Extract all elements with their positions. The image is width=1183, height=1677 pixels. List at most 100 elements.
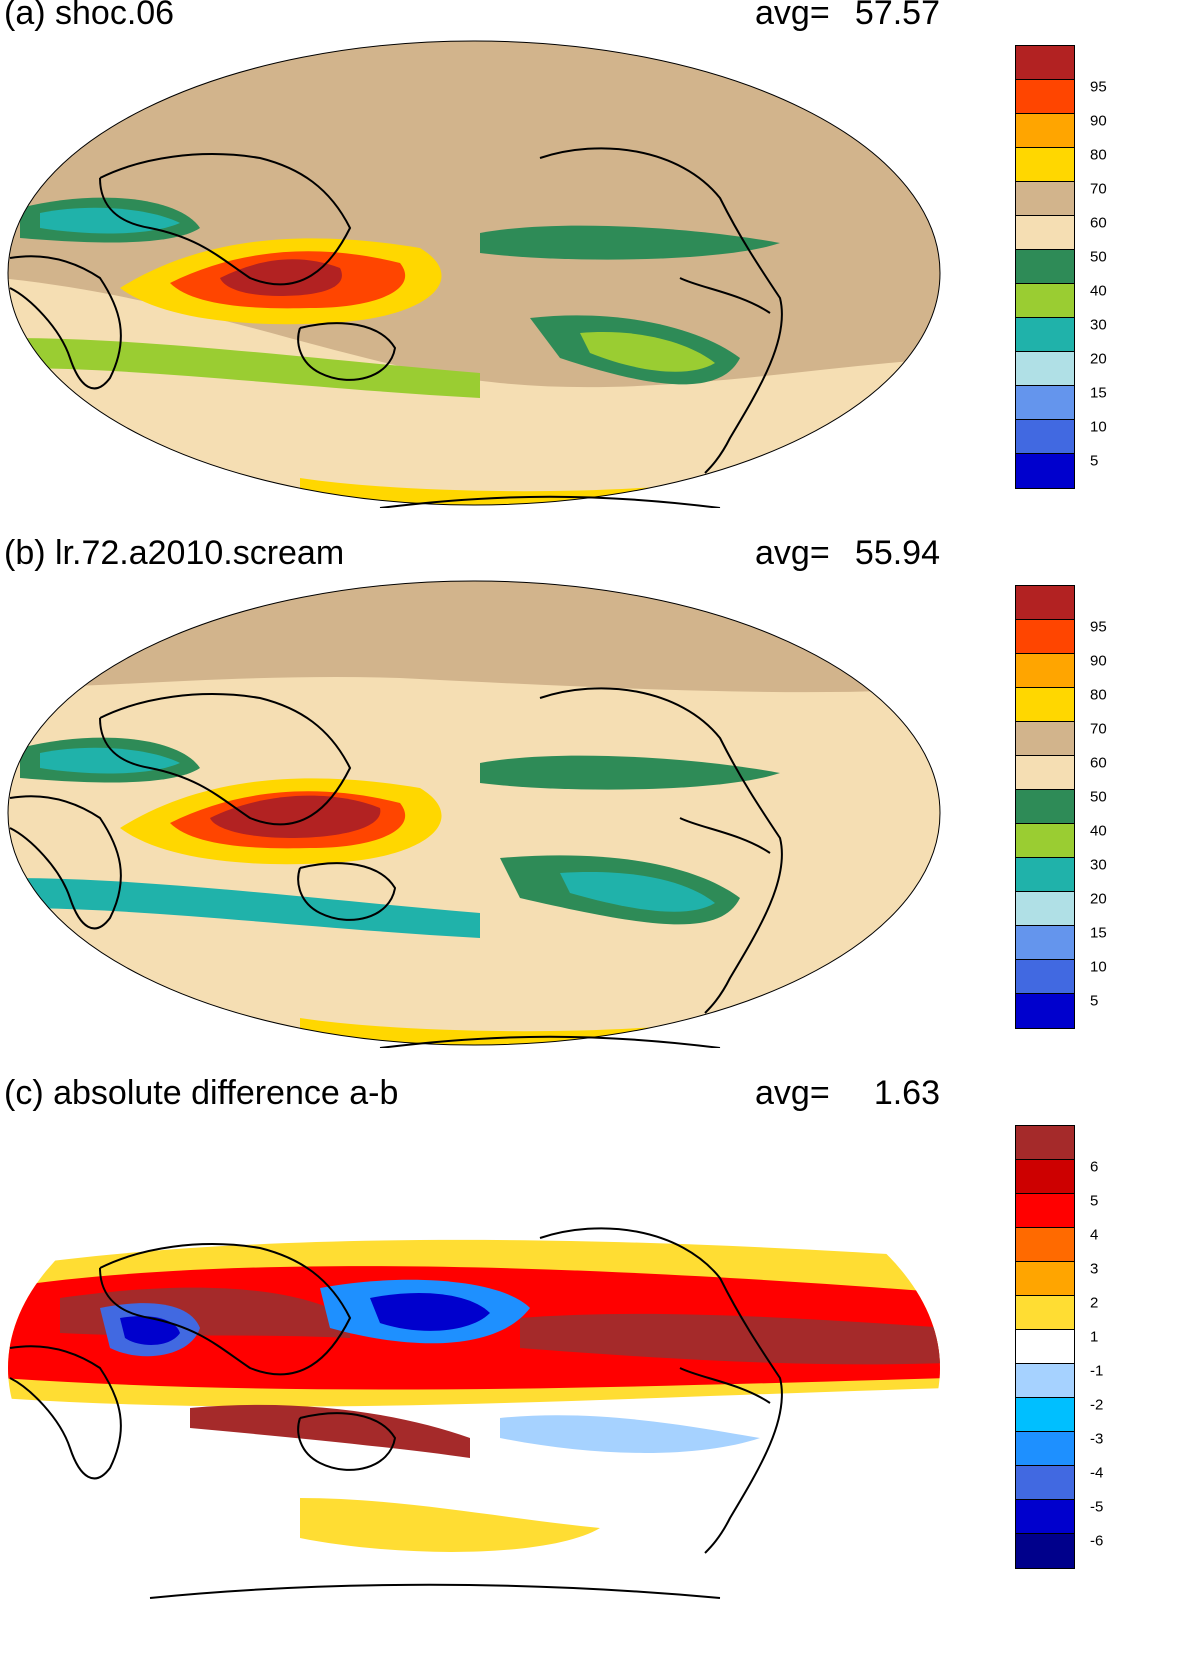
colorbar-label: 10	[1090, 418, 1107, 436]
colorbar-swatch	[1016, 318, 1074, 352]
colorbar-label: 20	[1090, 350, 1107, 368]
colorbar-swatch	[1016, 216, 1074, 250]
colorbar-swatch	[1016, 892, 1074, 926]
colorbar-swatch	[1016, 756, 1074, 790]
colorbar-swatch	[1016, 454, 1074, 488]
map-boundary	[7, 40, 941, 506]
colorbar-label: 15	[1090, 384, 1107, 402]
colorbar-swatch	[1016, 688, 1074, 722]
colorbar-swatch	[1016, 114, 1074, 148]
colorbar-label: 50	[1090, 788, 1107, 806]
coastlines	[9, 1227, 783, 1599]
colorbar-label: 80	[1090, 146, 1107, 164]
colorbar-swatch	[1016, 420, 1074, 454]
colorbar-label: 1	[1090, 1328, 1099, 1346]
avg-label: avg=	[755, 1074, 830, 1112]
colorbar-label: 6	[1090, 1158, 1099, 1176]
map-panel-c: (c) absolute difference a-b avg= 1.63	[0, 1074, 1183, 1677]
colorbar-swatch	[1016, 1364, 1074, 1398]
avg-value: 55.94	[854, 534, 940, 572]
colorbar-label: -2	[1090, 1396, 1104, 1414]
field-east-pacific-inner	[560, 872, 715, 912]
field-min-west	[120, 1316, 180, 1345]
colorbar-swatch	[1016, 1534, 1074, 1568]
colorbar-label: 40	[1090, 282, 1107, 300]
field-band-south	[190, 1404, 470, 1458]
avg-value: 57.57	[854, 0, 940, 32]
colorbar-swatch	[1016, 790, 1074, 824]
field-region-north	[8, 41, 940, 133]
panel-title: (c) absolute difference a-b	[4, 1074, 399, 1112]
panel-title: (a) shoc.06	[4, 0, 175, 32]
colorbar-label: 2	[1090, 1294, 1099, 1312]
coastlines	[9, 687, 783, 1048]
colorbar-swatch	[1016, 1398, 1074, 1432]
robinson-map	[7, 40, 941, 508]
colorbar-label: 70	[1090, 180, 1107, 198]
colorbar-label: 60	[1090, 214, 1107, 232]
robinson-map	[7, 580, 941, 1048]
map-panel-a: (a) shoc.06 avg= 57.57	[0, 0, 1183, 540]
colorbar-label: 80	[1090, 686, 1107, 704]
colorbar-label: 60	[1090, 754, 1107, 772]
field-north-pacific	[480, 755, 780, 790]
field-east-pacific-inner	[580, 332, 715, 372]
field-north-pacific	[480, 225, 780, 260]
colorbar-label: 90	[1090, 112, 1107, 130]
colorbar-label: 50	[1090, 248, 1107, 266]
colorbar-swatch	[1016, 1126, 1074, 1160]
colorbar-swatch	[1016, 722, 1074, 756]
colorbar-label: -3	[1090, 1430, 1104, 1448]
colorbar-label: 30	[1090, 316, 1107, 334]
colorbar-label: 5	[1090, 992, 1099, 1010]
colorbar-label: 10	[1090, 958, 1107, 976]
colorbar	[1015, 45, 1075, 489]
colorbar-label: 90	[1090, 652, 1107, 670]
colorbar-swatch	[1016, 824, 1074, 858]
avg-value: 1.63	[873, 1074, 940, 1112]
field-max-east	[520, 1313, 940, 1365]
colorbar-swatch	[1016, 1500, 1074, 1534]
colorbar-label: 3	[1090, 1260, 1099, 1278]
colorbar-swatch	[1016, 80, 1074, 114]
colorbar-swatch	[1016, 654, 1074, 688]
avg-label: avg=	[755, 0, 830, 32]
colorbar-swatch	[1016, 586, 1074, 620]
colorbar-label: 15	[1090, 924, 1107, 942]
colorbar-label: 70	[1090, 720, 1107, 738]
field-south-patch	[300, 1498, 600, 1552]
colorbar-label: 95	[1090, 78, 1107, 96]
field-max	[220, 259, 342, 296]
colorbar-swatch	[1016, 926, 1074, 960]
colorbar-swatch	[1016, 858, 1074, 892]
field-negative-south	[500, 1415, 760, 1453]
coastlines	[9, 147, 783, 508]
colorbar-swatch	[1016, 994, 1074, 1028]
colorbar-swatch	[1016, 386, 1074, 420]
colorbar-label: -1	[1090, 1362, 1104, 1380]
colorbar-swatch	[1016, 46, 1074, 80]
colorbar-swatch	[1016, 1432, 1074, 1466]
colorbar-swatch	[1016, 620, 1074, 654]
colorbar-swatch	[1016, 1160, 1074, 1194]
map-panel-b: (b) lr.72.a2010.scream avg= 55.94	[0, 534, 1183, 1080]
colorbar-swatch	[1016, 1296, 1074, 1330]
colorbar-swatch	[1016, 284, 1074, 318]
colorbar-swatch	[1016, 182, 1074, 216]
colorbar-swatch	[1016, 1262, 1074, 1296]
field-band-south	[10, 878, 480, 938]
colorbar-label: 5	[1090, 452, 1099, 470]
colorbar-swatch	[1016, 1228, 1074, 1262]
avg-label: avg=	[755, 534, 830, 572]
colorbar-swatch	[1016, 1194, 1074, 1228]
field-band-south	[10, 338, 480, 398]
robinson-map	[8, 1123, 940, 1613]
colorbar-swatch	[1016, 1330, 1074, 1364]
field-min-central	[370, 1293, 490, 1331]
colorbar	[1015, 1125, 1075, 1569]
colorbar-label: 20	[1090, 890, 1107, 908]
field-max	[210, 795, 381, 838]
colorbar-label: -4	[1090, 1464, 1104, 1482]
colorbar-label: -6	[1090, 1532, 1104, 1550]
colorbar-label: 30	[1090, 856, 1107, 874]
